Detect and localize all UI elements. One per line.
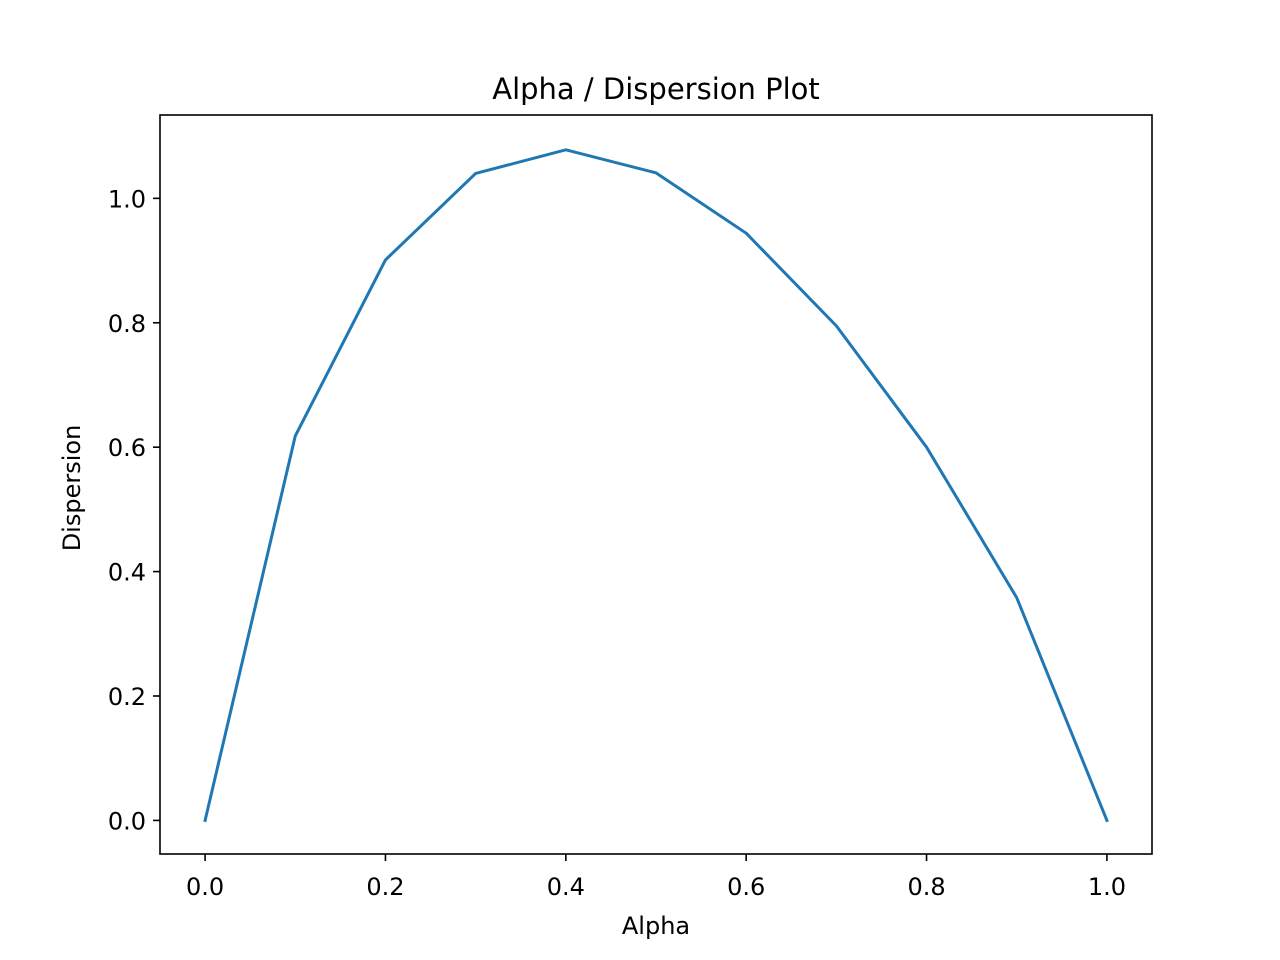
plot-area — [203, 148, 1109, 823]
y-axis-label: Dispersion — [58, 425, 86, 552]
x-tick-label: 0.0 — [186, 873, 224, 901]
chart-title: Alpha / Dispersion Plot — [492, 72, 820, 106]
x-tick-label: 1.0 — [1088, 873, 1126, 901]
y-tick-label: 0.6 — [108, 434, 146, 462]
y-tick-label: 0.4 — [108, 559, 146, 587]
x-tick-label: 0.8 — [907, 873, 945, 901]
x-tick-label: 0.6 — [727, 873, 765, 901]
x-tick-label: 0.4 — [547, 873, 585, 901]
x-axis-label: Alpha — [622, 912, 690, 940]
axis-ticks: 0.0 0.2 0.4 0.6 0.8 1.0 0.0 0.2 0.4 0.6 0.8 1.0 — [108, 185, 1126, 901]
y-tick-label: 0.8 — [108, 310, 146, 338]
y-tick-label: 0.2 — [108, 683, 146, 711]
x-tick-label: 0.2 — [366, 873, 404, 901]
series-line-1 — [203, 148, 1109, 823]
y-tick-label: 0.0 — [108, 807, 146, 835]
axes-frame — [159, 114, 1153, 855]
y-tick-label: 1.0 — [108, 185, 146, 213]
